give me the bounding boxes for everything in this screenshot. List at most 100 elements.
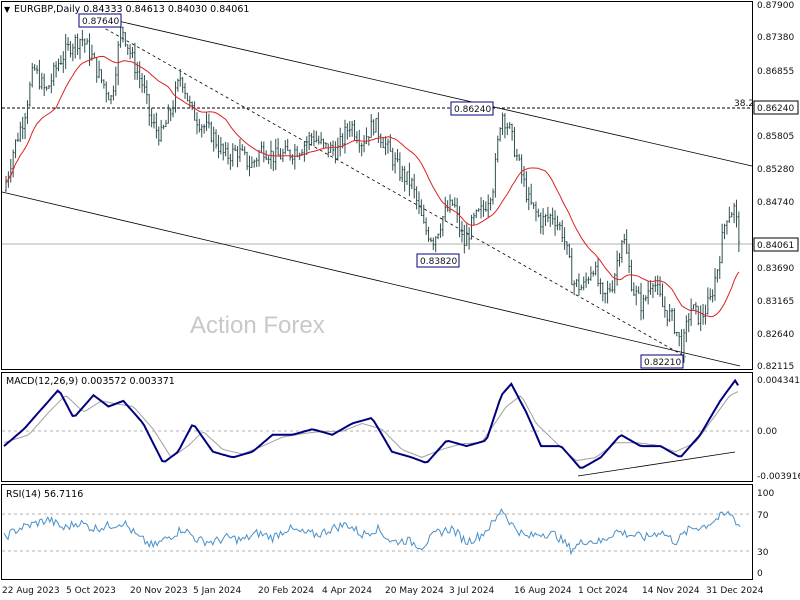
price-bar — [713, 268, 716, 301]
price-bar — [506, 122, 509, 136]
price-bar — [484, 201, 487, 212]
price-bar — [176, 78, 179, 92]
macd-main-line — [3, 378, 739, 469]
macd-axis: 0.004341 0.00 -0.003916 — [757, 376, 800, 482]
price-tick: 0.87380 — [757, 33, 794, 43]
price-bar — [157, 126, 160, 146]
price-bar — [267, 155, 270, 165]
price-bar — [152, 113, 155, 129]
price-bar — [487, 194, 490, 218]
price-bar — [733, 202, 736, 224]
price-bar — [458, 206, 461, 238]
price-bar — [351, 121, 354, 137]
price-bar — [131, 46, 134, 59]
price-bar — [539, 212, 542, 234]
price-bar — [542, 208, 545, 235]
price-tick: 0.83690 — [757, 264, 794, 274]
price-bar — [238, 138, 241, 163]
rsi-tick: 0 — [757, 569, 763, 579]
price-bar — [339, 127, 342, 157]
price-bar — [227, 142, 230, 165]
price-bar — [728, 206, 731, 223]
annotation-mid-high: 0.86240 — [450, 101, 494, 116]
price-bar — [449, 194, 452, 213]
price-bar — [76, 33, 79, 55]
price-bar — [253, 159, 256, 168]
price-bar — [372, 119, 375, 136]
price-bar — [616, 250, 619, 286]
current-price-label: 0.84061 — [753, 237, 799, 252]
price-bar — [671, 308, 674, 322]
annotation-mid-low: 0.83820 — [416, 253, 460, 268]
price-bar — [265, 150, 268, 161]
price-bar — [184, 82, 187, 99]
price-bar — [129, 44, 132, 60]
price-tick: 0.85280 — [757, 165, 794, 175]
price-bar — [511, 123, 514, 141]
price-bar — [639, 282, 642, 321]
price-bar — [303, 141, 306, 162]
price-bar — [36, 65, 39, 74]
price-bar — [644, 295, 647, 302]
chart-dropdown-icon[interactable]: ▼ — [4, 5, 11, 14]
price-bar — [718, 256, 721, 279]
price-bar — [503, 113, 506, 139]
price-bar — [305, 136, 308, 155]
price-bar — [124, 31, 127, 47]
price-bar — [59, 55, 62, 65]
price-bar — [353, 119, 356, 142]
price-bar — [587, 276, 590, 284]
price-bar — [26, 100, 29, 124]
price-bar — [551, 207, 554, 225]
price-bar — [193, 101, 196, 121]
price-bar — [716, 269, 719, 283]
price-bar — [348, 121, 351, 138]
price-bar — [14, 139, 17, 159]
price-bar — [86, 38, 89, 45]
price-bar — [561, 220, 564, 243]
price-panel-frame — [1, 1, 753, 370]
price-bar — [150, 107, 153, 128]
price-bar — [410, 177, 413, 190]
price-bar — [250, 156, 253, 168]
price-bar — [384, 136, 387, 156]
price-bar — [604, 292, 607, 304]
price-bar — [375, 118, 378, 133]
price-bar — [735, 199, 738, 228]
price-bar — [697, 305, 700, 326]
price-bar — [394, 152, 397, 174]
price-bar — [597, 258, 600, 287]
price-bar — [415, 186, 418, 210]
price-bar — [692, 304, 695, 310]
price-bar — [408, 162, 411, 197]
price-bar — [663, 296, 666, 318]
price-bar — [179, 68, 182, 87]
price-bar — [382, 137, 385, 149]
price-bar — [71, 43, 74, 62]
price-bar — [513, 126, 516, 158]
price-bar — [575, 279, 578, 288]
rsi-panel-frame — [1, 484, 753, 580]
fib-label: 38.2 — [734, 99, 754, 109]
dashed-trendline — [89, 19, 687, 358]
price-bar — [43, 73, 46, 97]
price-bar — [611, 280, 614, 293]
rsi-axis: 100 70 30 0 — [757, 489, 774, 579]
price-bar — [666, 309, 669, 327]
price-bar — [312, 130, 315, 147]
price-bar — [241, 144, 244, 151]
price-bar — [207, 113, 210, 129]
price-bar — [422, 204, 425, 224]
price-bar — [687, 313, 690, 333]
price-bar — [74, 34, 77, 59]
price-bar — [293, 144, 296, 170]
macd-tick: 0.004341 — [757, 376, 800, 386]
price-bar — [24, 112, 27, 140]
price-bar — [334, 141, 337, 164]
price-bar — [463, 224, 466, 254]
price-bar — [706, 287, 709, 315]
channel-lower-line — [1, 191, 741, 367]
price-bar — [480, 197, 483, 219]
price-bar — [401, 165, 404, 183]
